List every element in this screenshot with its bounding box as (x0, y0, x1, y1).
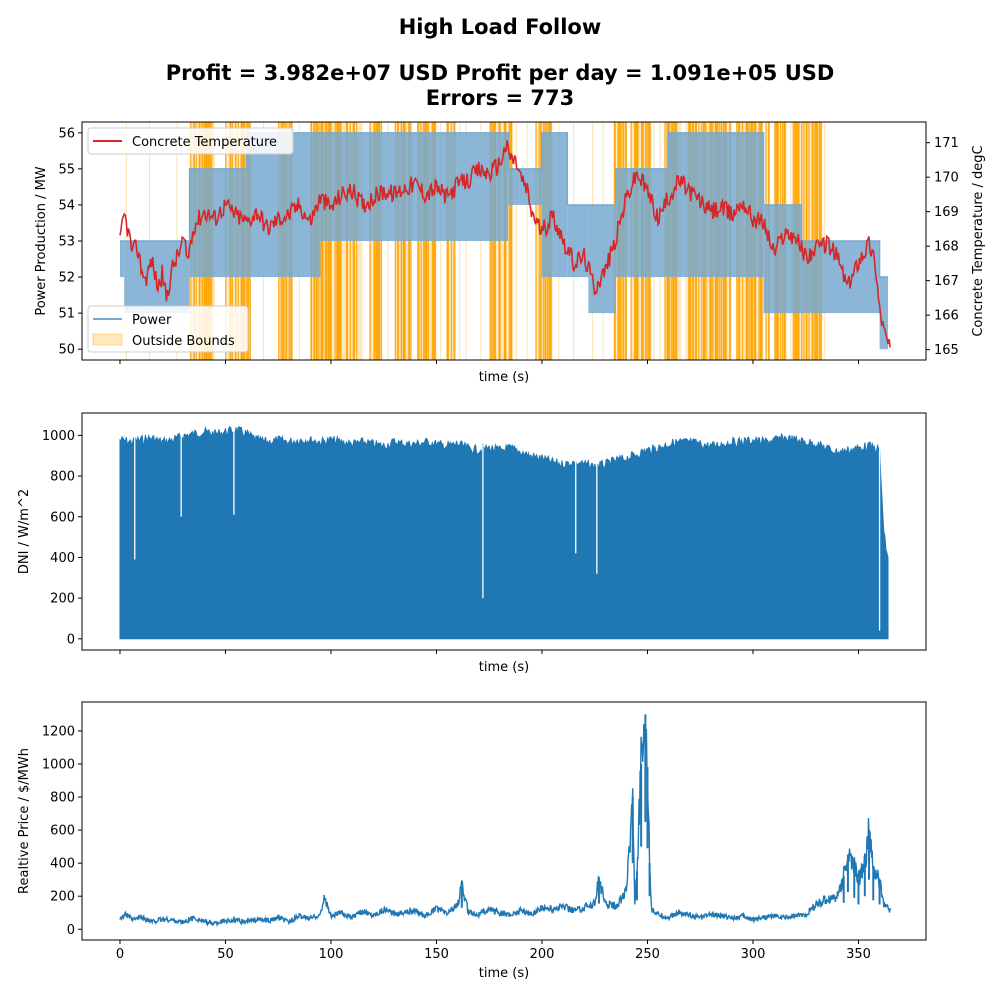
price-axes-frame (81, 701, 927, 941)
price-ytick-label: 0 (67, 923, 75, 938)
power-band (763, 204, 802, 314)
price-series-line (119, 724, 891, 928)
price-xtick-label: 50 (217, 947, 234, 962)
power-band (615, 168, 669, 278)
panel2-plot-area (119, 425, 889, 640)
panel-price: 0 50 100 150 200 250 300 350 0 200 400 600 800 1000 12… (17, 701, 927, 981)
price-xtick-label: 200 (530, 947, 555, 962)
price-xtick-label: 100 (319, 947, 344, 962)
temperature-ytick-label: 169 (934, 205, 959, 220)
price-xtick-label: 300 (741, 947, 766, 962)
power-ytick-label: 52 (58, 271, 75, 286)
power-series-line (119, 132, 889, 278)
power-xlabel: time (s) (479, 370, 529, 385)
power-ytick-label: 53 (58, 235, 75, 250)
legend-power-box (87, 305, 249, 353)
dni-ytick-label: 200 (50, 592, 75, 607)
dni-ytick-label: 800 (50, 470, 75, 485)
dni-axes-frame (81, 412, 927, 651)
price-ytick-label: 800 (50, 791, 75, 806)
price-ytick-label: 600 (50, 824, 75, 839)
power-band (879, 277, 889, 350)
price-ytick-label: 1000 (42, 757, 75, 772)
power-ytick-label: 50 (58, 343, 75, 358)
legend-temperature-box (87, 127, 294, 155)
temperature-ytick-label: 167 (934, 274, 959, 289)
dni-series-area (119, 425, 889, 640)
temperature-series-line (119, 139, 891, 348)
temperature-ytick-label: 170 (934, 171, 959, 186)
price-xtick-label: 250 (635, 947, 660, 962)
figure-title: High Load Follow (398, 15, 602, 39)
panel-dni: 0 200 400 600 800 1000 time (s) DNI / W/m^2 (17, 412, 927, 675)
dni-ytick-label: 1000 (42, 429, 75, 444)
temperature-ytick-label: 165 (934, 343, 959, 358)
power-ytick-label: 54 (58, 198, 75, 213)
power-ytick-label: 56 (58, 126, 75, 141)
legend-temperature-label: Concrete Temperature (132, 135, 277, 150)
figure-subtitle: Profit = 3.982e+07 USD Profit per day = … (165, 61, 835, 85)
legend-power-bounds: Power Outside Bounds (87, 305, 249, 353)
dni-ytick-label: 0 (67, 632, 75, 647)
power-band (246, 132, 321, 278)
legend-bounds-swatch (92, 333, 123, 346)
price-xlabel: time (s) (479, 966, 529, 981)
panel-power-temperature: 50 51 52 53 54 55 56 time (s) Power Production /… (34, 121, 986, 385)
power-band (320, 132, 416, 241)
dni-ytick-label: 400 (50, 551, 75, 566)
power-band (119, 241, 125, 278)
power-band (541, 132, 568, 278)
dni-xlabel: time (s) (479, 660, 529, 675)
panel3-plot-area (119, 714, 891, 928)
power-ylabel: Power Production / MW (34, 166, 49, 315)
price-ytick-label: 200 (50, 890, 75, 905)
temperature-ylabel: Concrete Temperature / degC (971, 145, 986, 336)
price-ylabel: Realtive Price / $/MWh (17, 748, 32, 894)
price-xtick-label: 150 (424, 947, 449, 962)
power-ytick-label: 55 (58, 162, 75, 177)
temperature-ytick-label: 166 (934, 309, 959, 324)
temperature-ytick-label: 168 (934, 240, 959, 255)
price-ytick-label: 1200 (42, 724, 75, 739)
price-xtick-label: 350 (846, 947, 871, 962)
dni-ytick-label: 600 (50, 510, 75, 525)
figure-subtitle-errors: Errors = 773 (425, 86, 575, 110)
dni-ylabel: DNI / W/m^2 (17, 489, 32, 574)
legend-temperature: Concrete Temperature (87, 127, 294, 155)
legend-bounds-label: Outside Bounds (132, 334, 235, 349)
power-band (189, 168, 247, 278)
price-ytick-label: 400 (50, 857, 75, 872)
price-xtick-label: 0 (116, 947, 124, 962)
power-ytick-label: 51 (58, 307, 75, 322)
temperature-ytick-label: 171 (934, 136, 959, 151)
legend-power-label: Power (132, 313, 172, 328)
power-band (588, 204, 616, 314)
